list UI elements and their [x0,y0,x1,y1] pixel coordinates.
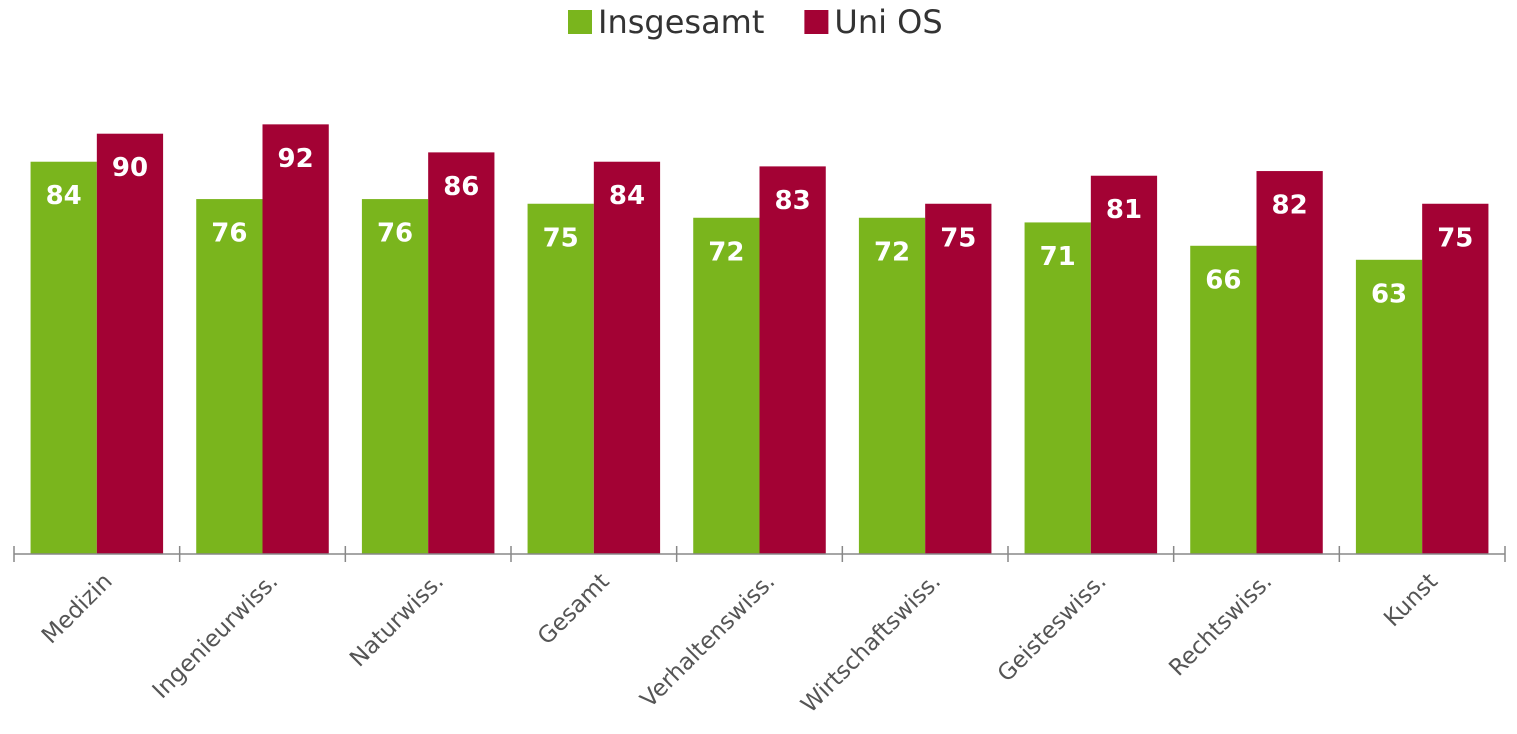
data-label: 76 [211,219,247,249]
bar [428,152,495,554]
legend-label: Uni OS [834,3,942,41]
bar [593,161,661,554]
legend-swatch [568,10,592,34]
bar [1422,203,1489,554]
data-label: 92 [278,144,314,174]
data-label: 76 [377,219,413,249]
data-label: 72 [708,237,744,267]
x-tick-label: Gesamt [533,568,615,650]
x-tick-label: Rechtswiss. [1164,568,1277,681]
data-label: 75 [1437,223,1473,253]
x-tick-label: Kunst [1379,568,1443,632]
data-label: 71 [1040,242,1076,272]
x-tick-label: Ingenieurwiss. [148,568,284,704]
x-tick-label: Wirtschaftswiss. [796,568,946,718]
x-tick-label: Naturwiss. [345,568,449,672]
data-label: 75 [543,223,579,253]
bar [759,166,826,554]
bar [1355,259,1423,554]
bar [1256,171,1323,554]
data-label: 82 [1272,191,1308,221]
data-label: 90 [112,153,148,183]
data-label: 72 [874,237,910,267]
data-label: 81 [1106,195,1142,225]
bar [1190,245,1257,554]
bar [262,124,329,555]
x-tick-label: Geisteswiss. [993,568,1112,687]
bar [858,217,926,554]
bar [196,199,263,554]
data-label: 63 [1371,279,1407,309]
data-label: 83 [775,186,811,216]
bar [925,203,992,554]
data-label: 66 [1205,265,1241,295]
data-label: 84 [609,181,645,211]
legend-swatch [804,10,829,34]
bar [693,217,760,554]
legend-label: Insgesamt [598,3,764,41]
data-label: 84 [46,181,82,211]
x-tick-label: Medizin [37,568,118,649]
bar [1090,175,1158,555]
bar [1024,222,1091,554]
bar [30,161,97,554]
x-tick-label: Verhaltenswiss. [636,568,781,713]
bar [527,203,594,554]
bar [361,199,429,554]
data-label: 75 [940,223,976,253]
data-label: 86 [443,172,479,202]
bar [96,133,164,554]
